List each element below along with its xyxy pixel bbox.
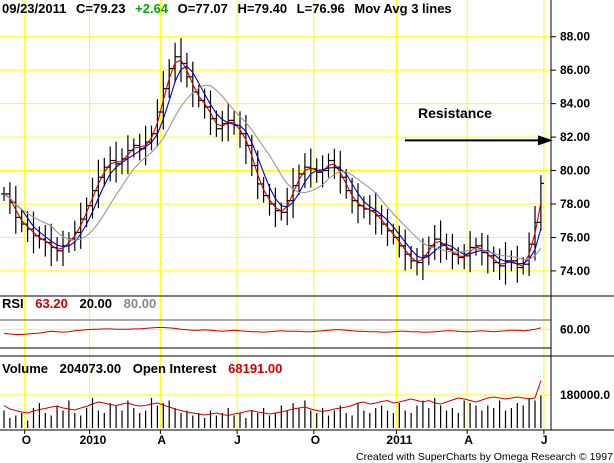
resistance-arrow-head <box>538 135 553 146</box>
x-tick-label-0: O <box>22 433 31 447</box>
ma-slow-line <box>3 84 542 261</box>
rsi-label: RSI <box>2 296 24 311</box>
volume-tick-label-0: 180000.0 <box>560 388 610 402</box>
price-header: 09/23/2011 C=79.23 +2.64 O=77.07 H=79.40… <box>2 1 452 16</box>
open-interest-line <box>3 380 542 417</box>
open-interest-label: Open Interest <box>133 361 217 376</box>
rsi-pane <box>0 319 551 349</box>
x-tick-label-5: 2011 <box>386 433 412 447</box>
ma-mid-line <box>3 65 542 265</box>
price-tick-label-6: 86.00 <box>560 63 590 77</box>
price-tick-label-3: 80.00 <box>560 164 590 178</box>
moving-averages <box>3 59 542 267</box>
header-high: H=79.40 <box>238 1 288 16</box>
price-tick-label-5: 84.00 <box>560 97 590 111</box>
x-tick-label-2: A <box>157 433 166 447</box>
price-tick-label-7: 88.00 <box>560 30 590 44</box>
x-tick-label-7: J <box>541 433 548 447</box>
price-tick-label-2: 78.00 <box>560 197 590 211</box>
credit-text: Created with SuperCharts by Omega Resear… <box>356 451 613 463</box>
header-close: C=79.23 <box>76 1 126 16</box>
volume-label: Volume <box>2 361 48 376</box>
price-tick-label-0: 74.00 <box>560 264 590 278</box>
rsi-tick-label-0: 60.00 <box>560 322 590 336</box>
volume-header: Volume 204073.00 Open Interest 68191.00 <box>2 361 282 376</box>
resistance-label: Resistance <box>418 105 492 121</box>
ma-fast-line <box>3 59 542 267</box>
open-interest-value: 68191.00 <box>228 361 282 376</box>
rsi-header: RSI 63.20 20.00 80.00 <box>2 296 156 311</box>
resistance-arrow <box>405 135 553 146</box>
header-study: Mov Avg 3 lines <box>354 1 451 16</box>
axes: 74.00 76.00 78.00 80.00 82.00 84.00 86.00 88.00… <box>0 0 614 447</box>
volume-value: 204073.00 <box>60 361 121 376</box>
header-low: L=76.96 <box>297 1 345 16</box>
volume-pane <box>3 380 542 428</box>
rsi-value: 63.20 <box>35 296 68 311</box>
x-tick-label-6: A <box>464 433 473 447</box>
x-tick-label-4: O <box>311 433 320 447</box>
rsi-upper: 80.00 <box>124 296 157 311</box>
header-change: +2.64 <box>135 1 169 16</box>
rsi-line <box>3 327 542 335</box>
header-open: O=77.07 <box>178 1 228 16</box>
header-date: 09/23/2011 <box>2 1 66 16</box>
x-tick-label-1: 2010 <box>80 433 107 447</box>
rsi-lower: 20.00 <box>79 296 112 311</box>
price-tick-label-4: 82.00 <box>560 130 590 144</box>
x-tick-label-3: J <box>234 433 241 447</box>
price-tick-label-1: 76.00 <box>560 230 590 244</box>
